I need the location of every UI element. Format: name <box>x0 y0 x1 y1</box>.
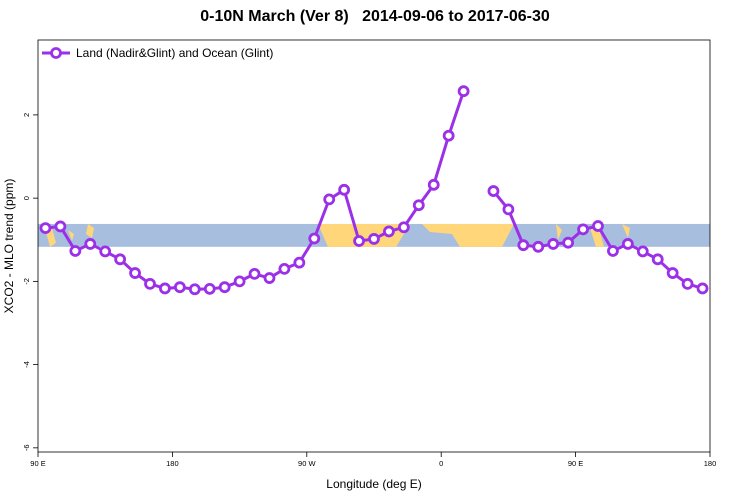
data-point <box>293 256 306 269</box>
y-tick-label: -4 <box>22 361 31 368</box>
x-tick-label: 90 W <box>298 459 316 468</box>
chart-title-region: 0-10N March (Ver 8) <box>200 8 349 25</box>
data-point <box>188 283 201 296</box>
y-tick-label: -2 <box>22 278 31 285</box>
data-point <box>397 221 410 234</box>
x-tick-label: 90 E <box>30 459 45 468</box>
x-tick-label: 90 E <box>568 459 583 468</box>
x-tick-label: 0 <box>439 459 443 468</box>
data-point <box>84 238 97 250</box>
data-point <box>353 235 365 247</box>
data-point <box>442 129 455 142</box>
data-point <box>368 233 380 245</box>
land-shape <box>622 223 630 238</box>
legend: Land (Nadir&Glint) and Ocean (Glint) <box>42 46 273 60</box>
data-point <box>427 178 440 191</box>
data-point <box>338 183 351 196</box>
land-shape <box>590 227 604 247</box>
series-line <box>45 90 466 291</box>
chart-title-dates: 2014-09-06 to 2017-06-30 <box>362 8 550 25</box>
axes: 90 E 180 90 W 0 90 E 180 -6 -4 -2 0 2 <box>22 39 717 468</box>
x-axis-label: Longitude (deg E) <box>326 477 421 491</box>
land-shape <box>86 223 94 238</box>
data-point <box>278 262 291 275</box>
data-point <box>502 203 515 216</box>
data-point <box>517 239 530 252</box>
data-point <box>412 199 425 212</box>
data-point <box>487 185 500 197</box>
data-point <box>159 282 171 295</box>
data-point <box>383 225 395 238</box>
data-point <box>592 220 604 232</box>
data-point <box>129 267 141 279</box>
data-point <box>173 281 186 294</box>
data-point <box>218 281 231 294</box>
data-point <box>666 267 679 279</box>
data-point <box>54 220 67 233</box>
data-point <box>562 236 575 249</box>
y-tick-label: 2 <box>22 113 31 117</box>
data-point <box>636 245 649 258</box>
chart-title: 0-10N March (Ver 8) 2014-09-06 to 2017-0… <box>0 8 750 26</box>
land-shape <box>556 223 562 240</box>
legend-label: Land (Nadir&Glint) and Ocean (Glint) <box>76 46 273 60</box>
data-point <box>69 245 82 257</box>
legend-marker-swatch <box>50 47 62 59</box>
data-point <box>696 282 709 295</box>
data-point <box>248 267 261 280</box>
y-tick-label: 0 <box>22 196 31 200</box>
data-point <box>621 238 634 250</box>
x-tick-label: 180 <box>704 459 717 468</box>
data-point <box>114 253 127 266</box>
data-point <box>651 253 664 266</box>
data-point <box>308 232 321 245</box>
data-point <box>263 272 276 284</box>
data-point <box>607 245 619 257</box>
data-point <box>681 277 694 290</box>
data-point <box>39 222 52 235</box>
data-point <box>547 238 560 250</box>
plot-frame <box>37 39 711 453</box>
x-tick-label: 180 <box>166 459 179 468</box>
land-shape <box>422 223 514 247</box>
data-point <box>99 245 112 258</box>
data-point <box>233 275 246 288</box>
data-point <box>532 240 545 253</box>
data-point <box>203 282 216 295</box>
series-layer <box>39 85 709 296</box>
y-axis-label: XCO2 - MLO trend (ppm) <box>2 179 16 314</box>
data-point <box>323 193 336 206</box>
y-tick-label: -6 <box>22 445 31 452</box>
land-shape <box>68 229 74 241</box>
data-point <box>144 277 156 290</box>
data-point <box>457 85 470 98</box>
data-point <box>577 223 589 236</box>
